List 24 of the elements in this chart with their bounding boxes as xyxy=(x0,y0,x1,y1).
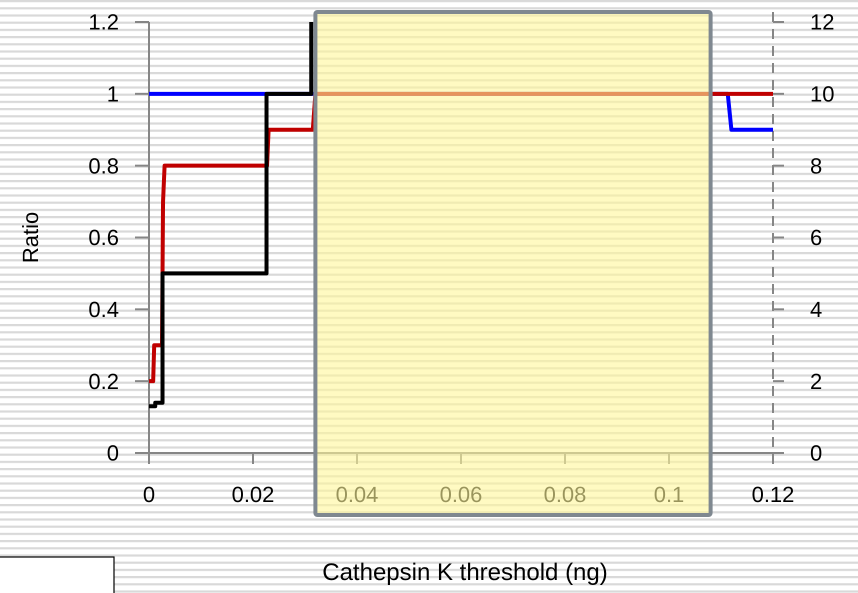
y2-tick-label: 8 xyxy=(810,153,822,178)
y-tick-label: 0.8 xyxy=(88,153,119,178)
y-tick-label: 1 xyxy=(106,82,119,107)
x-axis-title: Cathepsin K threshold (ng) xyxy=(322,559,608,586)
y-axis-title: Ratio xyxy=(18,212,43,264)
x-tick-label: 0.02 xyxy=(232,482,274,507)
y2-tick-label: 10 xyxy=(810,82,834,107)
y2-tick-label: 4 xyxy=(810,297,822,322)
y2-tick-label: 6 xyxy=(810,225,822,250)
y-tick-label: 0.6 xyxy=(88,225,119,250)
x-tick-label: 0.12 xyxy=(752,482,794,507)
x-tick-label: 0.08 xyxy=(544,482,586,507)
line-series xyxy=(147,20,314,408)
y-tick-label: 0 xyxy=(106,440,119,466)
x-tick-label: 0.06 xyxy=(440,482,482,507)
y-tick-label: 0.2 xyxy=(88,368,119,394)
x-tick-label: 0 xyxy=(142,482,156,507)
y2-tick-label: 2 xyxy=(810,368,822,394)
x-tick-label: 0.1 xyxy=(654,482,684,507)
x-tick-label: 0.04 xyxy=(336,482,378,507)
y2-tick-label: 12 xyxy=(810,10,834,35)
y-tick-label: 0.4 xyxy=(88,297,119,322)
y2-tick-label: 0 xyxy=(810,440,822,466)
y-tick-label: 1.2 xyxy=(88,10,119,35)
